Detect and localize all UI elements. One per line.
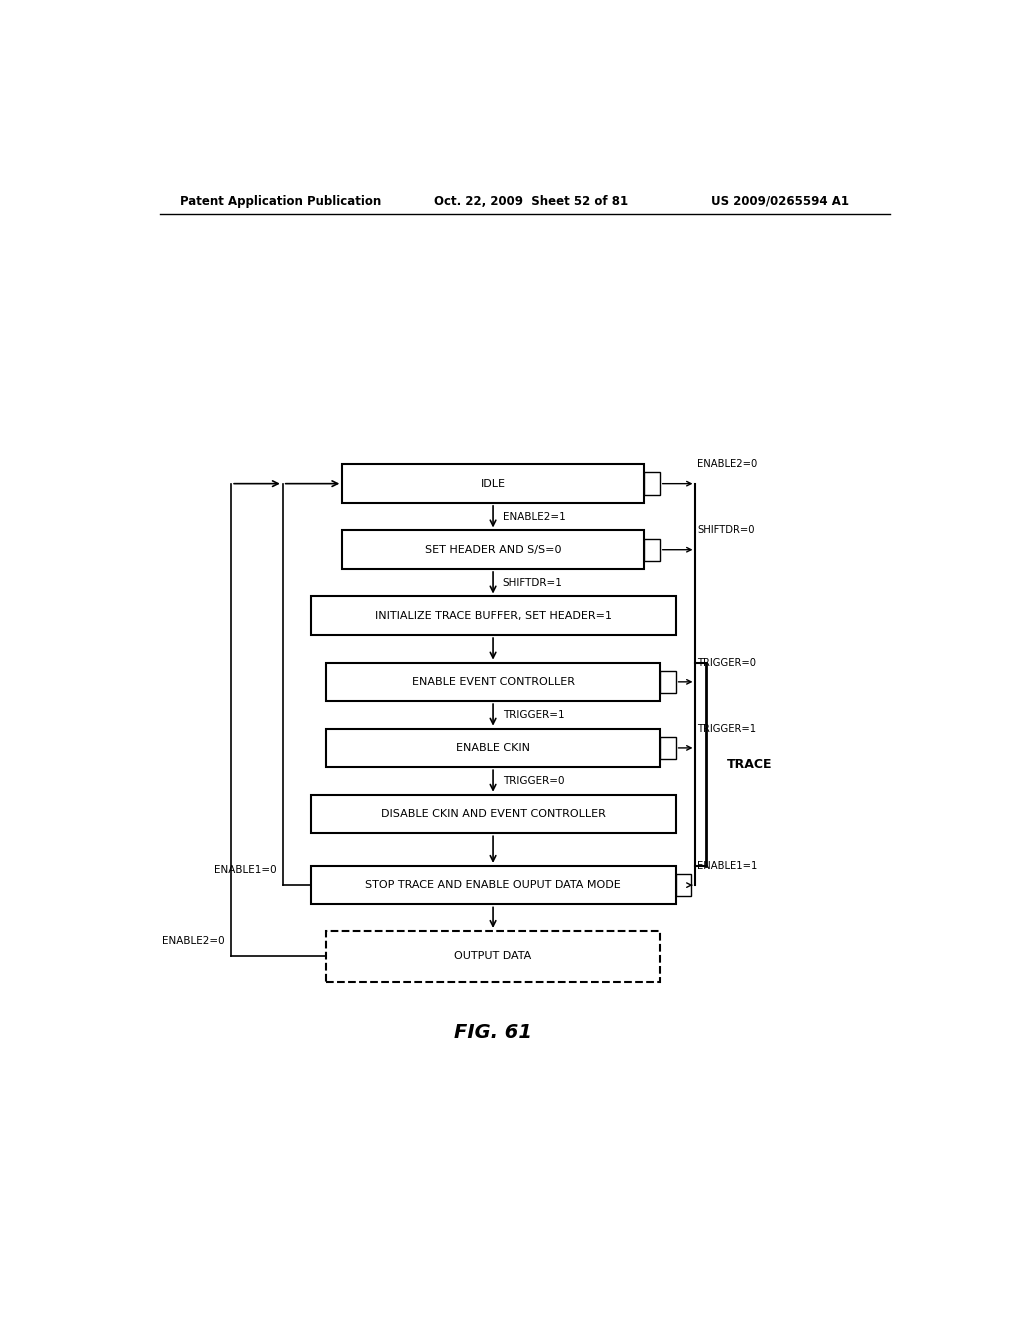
Bar (327, 729, 659, 767)
Text: TRACE: TRACE (727, 758, 773, 771)
Bar (310, 866, 676, 904)
Text: Patent Application Publication: Patent Application Publication (179, 194, 381, 207)
Text: ENABLE2=0: ENABLE2=0 (697, 459, 758, 470)
Text: STOP TRACE AND ENABLE OUPUT DATA MODE: STOP TRACE AND ENABLE OUPUT DATA MODE (366, 880, 621, 890)
Text: Oct. 22, 2009  Sheet 52 of 81: Oct. 22, 2009 Sheet 52 of 81 (433, 194, 628, 207)
Text: OUTPUT DATA: OUTPUT DATA (455, 952, 531, 961)
Text: ENABLE CKIN: ENABLE CKIN (456, 743, 530, 752)
Bar (327, 931, 659, 982)
Bar (342, 465, 644, 503)
Bar (310, 597, 676, 635)
Bar (644, 539, 659, 561)
Text: SHIFTDR=1: SHIFTDR=1 (503, 578, 562, 587)
Bar (327, 663, 659, 701)
Text: INITIALIZE TRACE BUFFER, SET HEADER=1: INITIALIZE TRACE BUFFER, SET HEADER=1 (375, 611, 611, 620)
Bar (342, 531, 644, 569)
Text: DISABLE CKIN AND EVENT CONTROLLER: DISABLE CKIN AND EVENT CONTROLLER (381, 809, 605, 818)
Text: ENABLE2=1: ENABLE2=1 (503, 512, 565, 521)
Bar (310, 795, 676, 833)
Bar (659, 737, 676, 759)
Text: ENABLE2=0: ENABLE2=0 (162, 936, 225, 946)
Text: IDLE: IDLE (480, 479, 506, 488)
Text: FIG. 61: FIG. 61 (454, 1023, 532, 1041)
Text: ENABLE1=0: ENABLE1=0 (214, 865, 276, 875)
Text: SET HEADER AND S/S=0: SET HEADER AND S/S=0 (425, 545, 561, 554)
Text: TRIGGER=1: TRIGGER=1 (503, 710, 564, 719)
Bar (644, 473, 659, 495)
Text: ENABLE1=1: ENABLE1=1 (697, 861, 758, 871)
Text: TRIGGER=1: TRIGGER=1 (697, 723, 756, 734)
Text: TRIGGER=0: TRIGGER=0 (697, 657, 756, 668)
Bar (659, 671, 676, 693)
Text: TRIGGER=0: TRIGGER=0 (503, 776, 564, 785)
Text: US 2009/0265594 A1: US 2009/0265594 A1 (712, 194, 849, 207)
Text: SHIFTDR=0: SHIFTDR=0 (697, 525, 755, 536)
Bar (676, 874, 691, 896)
Text: ENABLE EVENT CONTROLLER: ENABLE EVENT CONTROLLER (412, 677, 574, 686)
